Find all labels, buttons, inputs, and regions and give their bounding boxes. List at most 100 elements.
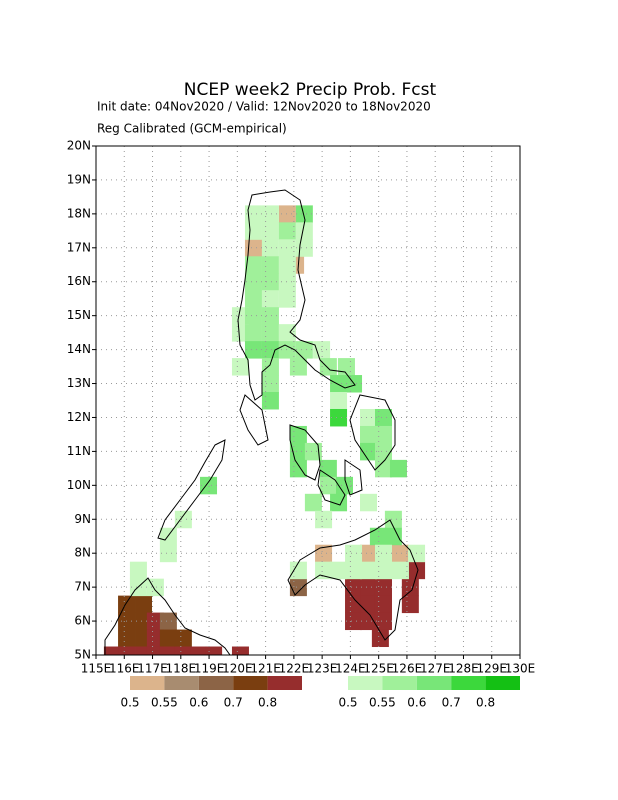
coast-borneo — [104, 577, 231, 655]
prob-cell — [244, 290, 262, 308]
prob-cell — [360, 425, 378, 444]
prob-cell — [374, 442, 392, 461]
x-tick-label: 129E — [476, 662, 507, 676]
prob-cell — [374, 595, 392, 614]
prob-cell — [330, 392, 348, 410]
prob-cell — [345, 561, 363, 580]
prob-cell — [205, 646, 223, 655]
x-tick-label: 118E — [166, 662, 197, 676]
prob-cell — [146, 612, 164, 631]
prob-cell — [389, 459, 407, 478]
prob-cell — [330, 408, 348, 427]
x-tick-label: 120E — [222, 662, 253, 676]
prob-cell — [278, 256, 296, 274]
x-tick-label: 130E — [505, 662, 536, 676]
x-tick-label: 116E — [109, 662, 140, 676]
y-tick-label: 17N — [67, 240, 91, 254]
prob-cell — [135, 646, 153, 655]
prob-cell — [231, 307, 249, 325]
prob-cell — [304, 493, 322, 512]
legend-swatch — [233, 676, 268, 690]
prob-cell — [261, 324, 279, 342]
y-tick-label: 13N — [67, 376, 91, 390]
prob-cell — [374, 459, 392, 478]
prob-cell — [103, 646, 121, 655]
prob-cell — [146, 629, 164, 648]
prob-cell — [374, 612, 392, 631]
prob-cell — [330, 561, 348, 580]
prob-cell — [345, 578, 363, 597]
prob-cell — [278, 222, 296, 240]
grid-layer — [92, 145, 521, 659]
prob-cell — [345, 595, 363, 614]
prob-cell — [374, 578, 392, 597]
y-tick-label: 19N — [67, 172, 91, 186]
prob-cell — [261, 341, 279, 359]
x-tick-label: 117E — [137, 662, 168, 676]
legend-label: 0.55 — [151, 696, 178, 710]
legend-label: 0.55 — [369, 696, 396, 710]
x-tick-label: 127E — [420, 662, 451, 676]
y-tick-label: 7N — [74, 580, 91, 594]
y-tick-label: 5N — [74, 648, 91, 662]
prob-cell — [118, 646, 136, 655]
prob-cell — [330, 493, 348, 512]
prob-cell — [304, 442, 322, 461]
prob-cell — [261, 222, 279, 240]
prob-cell — [244, 341, 262, 359]
prob-cell — [374, 408, 392, 427]
prob-cell — [244, 239, 262, 257]
y-tick-label: 14N — [67, 342, 91, 356]
coast-luzon — [237, 189, 356, 401]
prob-cell — [231, 646, 249, 655]
colorbars: 0.5 0.55 0.6 0.7 0.8 0.5 0.55 0.6 0.7 0.8 — [120, 676, 520, 710]
prob-cell — [345, 544, 363, 563]
legend-swatch — [382, 676, 417, 690]
prob-cell — [315, 544, 333, 563]
prob-cell — [135, 595, 153, 614]
y-tick-label: 9N — [74, 512, 91, 526]
legend-label: 0.6 — [189, 696, 208, 710]
x-tick-label: 124E — [335, 662, 366, 676]
prob-cell — [174, 510, 192, 529]
y-tick-label: 11N — [67, 444, 91, 458]
coast-palawan — [157, 439, 226, 541]
prob-cell — [261, 375, 279, 393]
prob-cell — [278, 239, 296, 257]
x-tick-label: 122E — [279, 662, 310, 676]
prob-cell — [244, 256, 262, 274]
legend-label: 0.8 — [258, 696, 277, 710]
prob-cell — [174, 629, 192, 648]
legend-swatch — [198, 676, 234, 690]
prob-cell — [244, 273, 262, 291]
prob-cell — [345, 612, 363, 631]
y-tick-label: 20N — [67, 139, 91, 153]
prob-cell — [244, 205, 262, 223]
prob-cell — [244, 307, 262, 325]
x-tick-label: 126E — [392, 662, 423, 676]
legend-label: 0.7 — [224, 696, 243, 710]
prob-cell — [278, 273, 296, 291]
cell-layer — [103, 205, 426, 655]
y-tick-label: 15N — [67, 308, 91, 322]
prob-cell — [374, 425, 392, 444]
coast-visayas — [289, 424, 363, 506]
legend-swatch — [485, 676, 520, 690]
prob-cell — [360, 408, 378, 427]
prob-cell — [315, 510, 333, 529]
prob-cell — [289, 358, 307, 376]
prob-cell — [360, 561, 378, 580]
prob-cell — [261, 205, 279, 223]
prob-cell — [159, 527, 177, 546]
prob-cell — [289, 425, 307, 444]
prob-cell — [337, 358, 355, 376]
prob-cell — [374, 561, 392, 580]
x-tick-label: 121E — [250, 662, 281, 676]
prob-cell — [319, 476, 337, 495]
prob-cell — [360, 544, 378, 563]
legend-label: 0.6 — [407, 696, 426, 710]
plot-frame — [95, 145, 521, 656]
prob-cell — [118, 629, 136, 648]
y-tick-label: 16N — [67, 274, 91, 288]
